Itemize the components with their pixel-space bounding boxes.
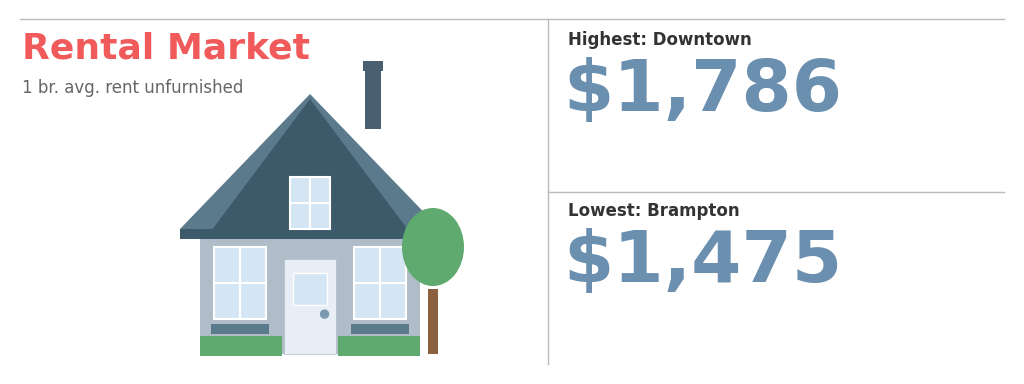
Polygon shape (362, 61, 383, 71)
Polygon shape (205, 99, 415, 239)
Polygon shape (214, 247, 266, 319)
Polygon shape (180, 94, 440, 229)
Polygon shape (338, 336, 420, 356)
Polygon shape (200, 336, 282, 356)
Ellipse shape (402, 208, 464, 286)
Polygon shape (180, 229, 440, 239)
Polygon shape (354, 247, 406, 319)
Text: $1,786: $1,786 (564, 57, 843, 126)
Polygon shape (365, 66, 381, 129)
Polygon shape (290, 177, 330, 229)
Polygon shape (428, 289, 438, 354)
Text: Highest: Downtown: Highest: Downtown (568, 31, 752, 49)
Polygon shape (211, 324, 269, 334)
Text: Rental Market: Rental Market (22, 31, 310, 65)
Polygon shape (351, 324, 409, 334)
Circle shape (321, 310, 329, 318)
Polygon shape (284, 259, 336, 354)
Polygon shape (293, 273, 327, 305)
Text: $1,475: $1,475 (564, 228, 843, 297)
Text: 1 br. avg. rent unfurnished: 1 br. avg. rent unfurnished (22, 79, 244, 97)
Text: Lowest: Brampton: Lowest: Brampton (568, 202, 739, 220)
Polygon shape (200, 224, 420, 354)
